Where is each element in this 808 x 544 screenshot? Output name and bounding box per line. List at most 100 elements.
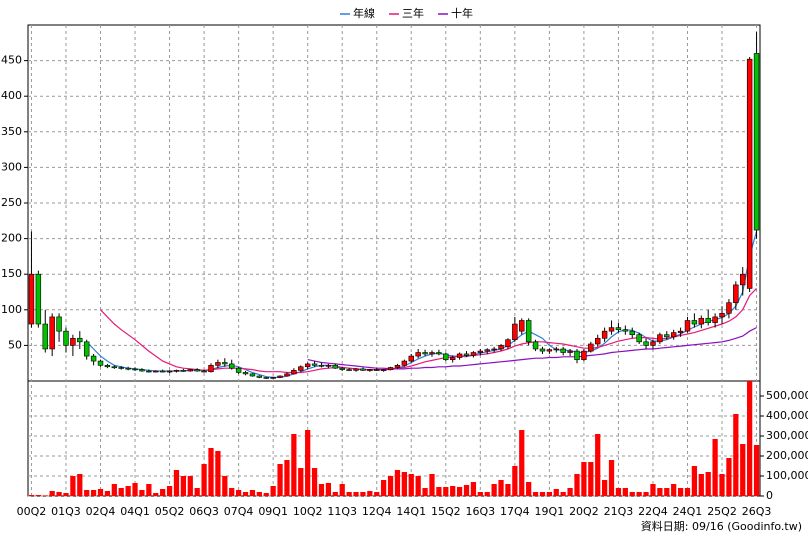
candle-body <box>215 362 221 366</box>
volume-bar <box>747 381 753 496</box>
candle-body <box>249 373 256 377</box>
x-tick-label: 26Q3 <box>742 505 772 518</box>
volume-bar <box>111 484 117 496</box>
volume-bar <box>84 490 90 496</box>
candle-body <box>629 330 635 336</box>
x-tick-label: 05Q2 <box>155 505 185 518</box>
y2-tick-label: 300,000 <box>766 429 808 442</box>
x-tick-label: 11Q3 <box>327 505 357 518</box>
volume-bar <box>104 491 111 496</box>
volume-bar <box>470 482 477 496</box>
candle-body <box>325 365 332 367</box>
footer: 資料日期: 09/16 (Goodinfo.tw) <box>641 519 802 533</box>
volume-bar <box>615 488 622 496</box>
y-tick-label: 100 <box>1 303 22 316</box>
volume-bar <box>360 492 366 496</box>
volume-bar <box>581 462 587 496</box>
volume-bar <box>229 488 235 496</box>
volume-bar <box>588 462 594 496</box>
volume-bar <box>166 486 173 496</box>
candle-body <box>284 373 290 377</box>
candle-body <box>104 365 111 368</box>
x-tick-label: 12Q4 <box>362 505 392 518</box>
y-tick-label: 50 <box>8 338 22 351</box>
candle-body <box>339 367 345 370</box>
volume-bar <box>546 492 553 496</box>
volume-bar <box>415 476 421 496</box>
candle-body <box>753 53 760 231</box>
volume-bar <box>97 489 104 496</box>
y-tick-label: 450 <box>1 54 22 67</box>
volume-bar <box>608 460 615 496</box>
volume-bar <box>374 492 380 496</box>
candle-body <box>532 341 539 350</box>
y2-tick-label: 400,000 <box>766 409 808 422</box>
volume-bar <box>684 488 691 496</box>
candle-body <box>463 353 470 356</box>
y-tick-label: 150 <box>1 267 22 280</box>
y2-tick-label: 500,000 <box>766 389 808 402</box>
volume-bar <box>629 492 635 496</box>
candle-body <box>664 334 670 338</box>
candle-body <box>581 350 587 360</box>
candle-body <box>622 329 629 332</box>
volume-bar <box>526 482 532 496</box>
volume-bar <box>664 488 670 496</box>
volume-bar <box>125 486 131 496</box>
volume-bar <box>346 492 352 496</box>
candle-body <box>601 330 608 339</box>
volume-bar <box>677 488 684 496</box>
volume-bar <box>277 464 283 496</box>
y2-tick-label: 0 <box>766 489 773 502</box>
candle-body <box>132 368 138 371</box>
candle-body <box>505 339 511 348</box>
volume-bar <box>574 474 580 496</box>
volume-bar <box>42 495 48 496</box>
candle-body <box>42 323 48 350</box>
candle-body <box>360 368 366 371</box>
candle-body <box>83 341 90 357</box>
volume-bar <box>726 458 732 496</box>
volume-bar <box>733 414 739 496</box>
candle-body <box>429 352 435 355</box>
volume-bar <box>28 495 35 496</box>
candle-body <box>70 337 76 346</box>
volume-bar <box>456 487 463 496</box>
candle-body <box>367 369 373 371</box>
y2-tick-label: 100,000 <box>766 469 808 482</box>
volume-bar <box>498 480 504 496</box>
candle-body <box>173 370 180 372</box>
candle-body <box>394 365 401 368</box>
volume-bar <box>56 492 62 496</box>
candle-body <box>643 341 649 346</box>
candle-body <box>332 365 339 369</box>
volume-bar <box>705 472 711 496</box>
candle-body <box>63 330 69 346</box>
volume-bar <box>291 434 297 496</box>
x-tick-label: 22Q4 <box>638 505 668 518</box>
volume-bar <box>118 488 124 496</box>
candle-body <box>608 327 615 332</box>
candle-body <box>222 362 228 365</box>
candle-body <box>443 353 449 360</box>
candle-body <box>636 334 642 343</box>
candle-body <box>588 343 594 352</box>
candle-body <box>256 375 263 378</box>
candle-body <box>28 273 35 325</box>
candle-body <box>456 353 463 358</box>
candle-body <box>422 352 428 355</box>
volume-bar <box>222 476 228 496</box>
volume-bar <box>173 470 180 496</box>
x-tick-label: 16Q3 <box>465 505 495 518</box>
volume-bar <box>553 489 559 496</box>
legend-label: 三年 <box>402 6 424 20</box>
candle-body <box>90 355 97 362</box>
y-tick-label: 350 <box>1 125 22 138</box>
candle-body <box>491 348 497 351</box>
candle-body <box>498 345 504 350</box>
volume-bar <box>719 474 725 496</box>
x-tick-label: 01Q3 <box>51 505 81 518</box>
volume-bar <box>636 492 642 496</box>
y2-tick-label: 200,000 <box>766 449 808 462</box>
volume-bar <box>753 445 760 496</box>
